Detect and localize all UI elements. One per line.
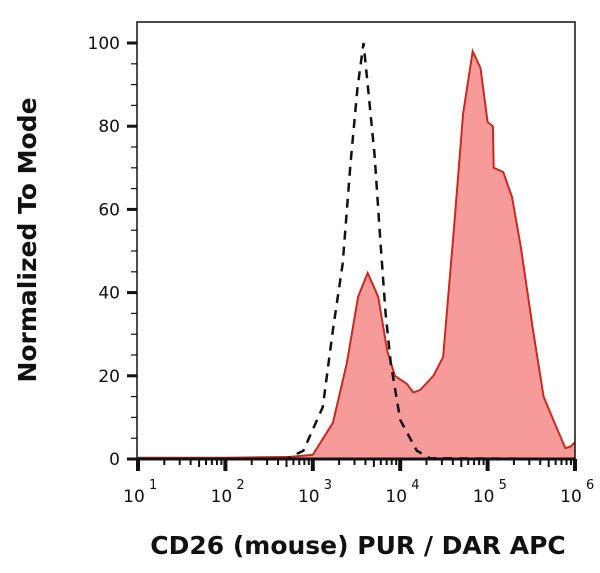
x-tick-exponent: 5 <box>499 478 507 493</box>
x-tick-label: 10 <box>123 487 145 507</box>
x-tick-exponent: 6 <box>586 478 594 493</box>
x-axis-title: CD26 (mouse) PUR / DAR APC <box>150 531 566 560</box>
y-tick-label: 20 <box>98 367 120 387</box>
y-tick-label: 60 <box>98 200 120 220</box>
plot-series <box>138 42 576 461</box>
x-tick-exponent: 2 <box>236 478 244 493</box>
x-tick-exponent: 1 <box>149 478 157 493</box>
x-tick-exponent: 4 <box>411 478 419 493</box>
x-tick-label: 10 <box>473 487 495 507</box>
x-tick-label: 10 <box>385 487 407 507</box>
x-tick-label: 10 <box>298 487 320 507</box>
y-tick-label: 0 <box>109 450 120 470</box>
series-line-filled <box>138 47 576 459</box>
x-tick-exponent: 3 <box>324 478 332 493</box>
y-tick-label: 40 <box>98 284 120 304</box>
y-tick-label: 100 <box>88 34 120 54</box>
y-tick-label: 80 <box>98 117 120 137</box>
plot-border <box>136 21 576 459</box>
series-fill-area <box>138 51 575 460</box>
plot-frame <box>130 21 576 461</box>
series-line-dashed <box>138 42 576 461</box>
y-axis-title: Normalized To Mode <box>13 97 42 382</box>
x-tick-label: 10 <box>560 487 582 507</box>
x-tick-label: 10 <box>211 487 233 507</box>
y-axis: 0 20 40 60 80 100 <box>88 34 137 470</box>
